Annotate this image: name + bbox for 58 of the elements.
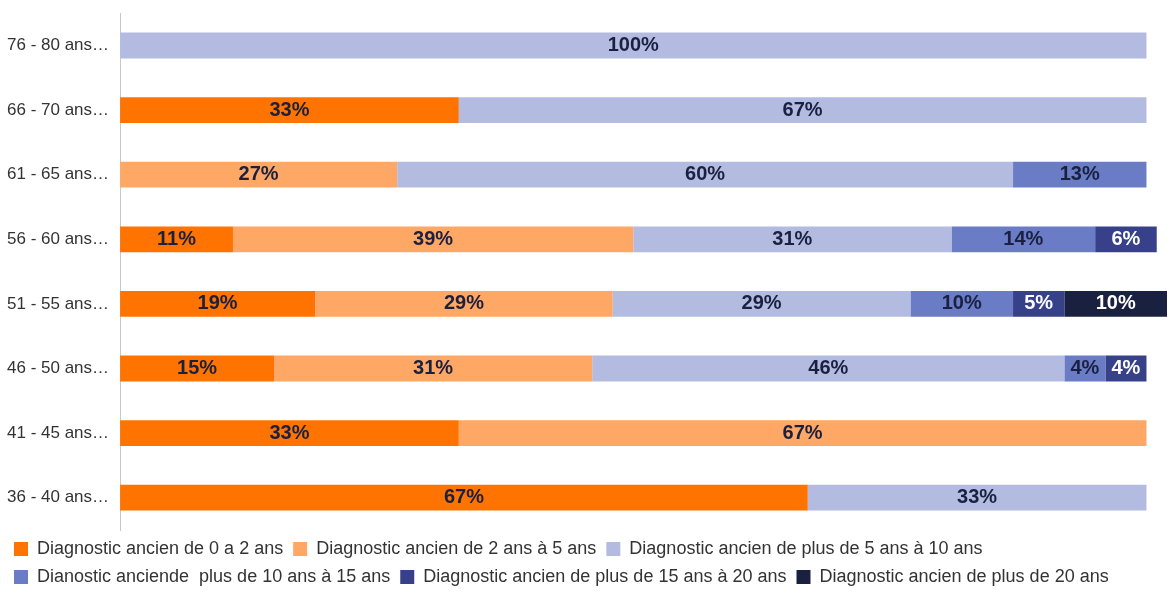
bar	[592, 355, 1065, 382]
data-label: 27%	[238, 162, 279, 185]
bar	[612, 290, 911, 317]
bar	[274, 355, 593, 382]
bar	[232, 226, 634, 253]
data-label: 29%	[443, 291, 485, 314]
bar	[458, 420, 1147, 447]
data-label: 11%	[157, 226, 197, 249]
data-label: 60%	[685, 162, 726, 185]
data-label: 33%	[269, 97, 310, 120]
data-label: 29%	[741, 291, 782, 314]
data-label: 67%	[782, 97, 823, 120]
legend-label: Diagnostic ancien de plus de 15 ans à 20 ans	[423, 565, 787, 586]
data-label: 19%	[197, 291, 238, 314]
data-label: 67%	[443, 485, 485, 508]
data-label: 46%	[808, 356, 849, 379]
data-label: 6%	[1111, 226, 1141, 249]
data-label: 33%	[957, 485, 998, 508]
data-label: 100%	[607, 33, 660, 56]
bar	[315, 290, 613, 317]
data-label: 10%	[941, 291, 982, 314]
y-tick-label: 76 - 80 ans…	[7, 35, 110, 55]
bar	[120, 161, 398, 188]
bar	[807, 484, 1147, 511]
bar	[951, 226, 1096, 253]
y-tick-label: 66 - 70 ans…	[7, 99, 110, 119]
legend-label: Dianostic anciende plus de 10 ans à 15 ans	[37, 565, 391, 586]
data-label: 39%	[413, 226, 454, 249]
y-tick-label: 36 - 40 ans…	[7, 487, 110, 507]
bar	[120, 32, 1147, 59]
legend-label: Diagnostic ancien de plus de 5 ans à 10 ans	[629, 537, 983, 558]
data-label: 67%	[782, 420, 823, 443]
y-tick-label: 46 - 50 ans…	[7, 358, 110, 378]
data-label: 10%	[1095, 291, 1136, 314]
bar	[120, 290, 316, 317]
data-label: 31%	[413, 356, 454, 379]
data-label: 5%	[1024, 291, 1054, 314]
y-tick-label: 61 - 65 ans…	[7, 164, 110, 184]
legend-label: Diagnostic ancien de 0 a 2 ans	[37, 537, 284, 558]
bar	[1013, 161, 1147, 188]
data-label: 31%	[772, 226, 813, 249]
data-label: 15%	[177, 356, 218, 379]
y-tick-label: 51 - 55 ans…	[7, 293, 110, 313]
legend-label: Diagnostic ancien de 2 ans à 5 ans	[316, 537, 597, 558]
bar	[120, 97, 459, 124]
y-tick-label: 41 - 45 ans…	[7, 422, 110, 442]
data-label: 4%	[1070, 356, 1100, 379]
bar	[458, 97, 1147, 124]
legend-label: Diagnostic ancien de plus de 20 ans	[819, 565, 1109, 586]
y-tick-label: 56 - 60 ans…	[7, 228, 110, 248]
bar	[633, 226, 952, 253]
data-label: 4%	[1111, 356, 1141, 379]
bar	[120, 420, 459, 447]
data-label: 13%	[1059, 162, 1100, 185]
bar	[397, 161, 1014, 188]
data-label: 33%	[269, 420, 310, 443]
bar	[120, 484, 808, 511]
data-label: 14%	[1003, 226, 1044, 249]
